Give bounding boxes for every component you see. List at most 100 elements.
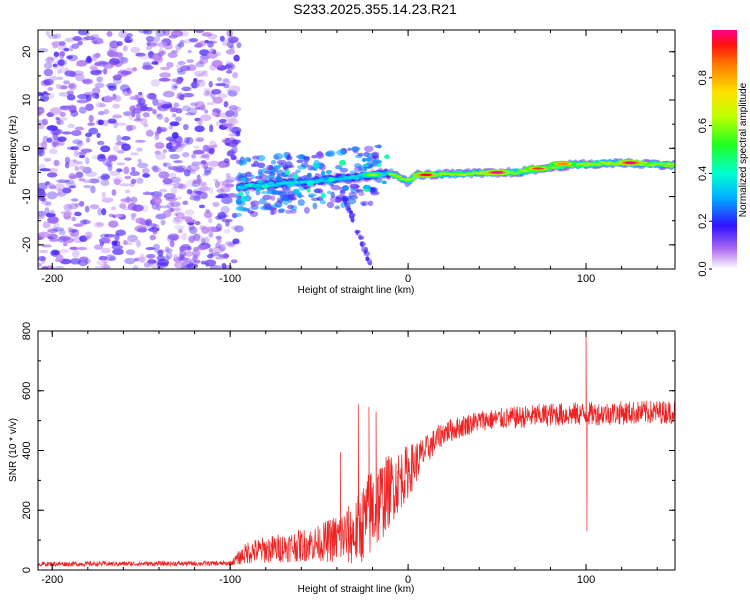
noise-speckle	[90, 185, 96, 194]
noise-speckle	[112, 114, 123, 119]
noise-speckle	[168, 148, 177, 153]
noise-speckle	[209, 124, 214, 133]
noise-speckle	[221, 39, 229, 47]
noise-speckle	[78, 106, 87, 114]
noise-speckle	[119, 203, 127, 209]
noise-speckle	[197, 244, 208, 251]
noise-speckle	[182, 151, 190, 158]
noise-speckle	[193, 70, 204, 77]
noise-speckle	[122, 111, 132, 117]
noise-speckle	[96, 259, 107, 266]
noise-speckle	[162, 90, 175, 98]
transition-speckle	[234, 213, 243, 218]
noise-speckle	[228, 133, 237, 137]
noise-speckle	[171, 83, 178, 91]
noise-speckle	[45, 57, 55, 64]
noise-speckle	[46, 125, 58, 131]
noise-speckle	[173, 102, 180, 108]
noise-speckle	[38, 107, 45, 115]
noise-speckle	[57, 59, 65, 66]
noise-speckle	[74, 144, 82, 150]
noise-speckle	[225, 193, 237, 198]
noise-speckle	[106, 31, 113, 37]
noise-speckle	[160, 66, 171, 71]
noise-speckle	[195, 61, 205, 68]
noise-speckle	[217, 211, 227, 220]
spectrogram-ytick-label: 10	[21, 94, 33, 106]
noise-speckle	[113, 144, 120, 152]
noise-speckle	[206, 226, 216, 233]
noise-speckle	[225, 70, 233, 74]
noise-speckle	[229, 85, 241, 93]
noise-speckle	[180, 243, 191, 249]
noise-speckle	[142, 112, 150, 118]
transition-speckle	[295, 169, 302, 174]
noise-speckle	[109, 40, 120, 49]
noise-speckle	[228, 118, 239, 125]
noise-speckle	[107, 155, 118, 162]
noise-speckle	[103, 265, 111, 269]
noise-speckle	[147, 92, 157, 100]
noise-speckle	[227, 192, 238, 198]
snr-xtick-label: -100	[219, 574, 241, 586]
noise-speckle	[184, 112, 197, 116]
noise-speckle	[214, 180, 220, 189]
snr-panel: -200 -100 0 100 0 200 400 600 800 Height of stra…	[8, 322, 676, 595]
noise-speckle	[77, 246, 88, 251]
noise-speckle	[66, 90, 74, 96]
noise-speckle	[225, 176, 236, 183]
transition-speckle	[268, 164, 274, 171]
noise-speckle	[168, 125, 174, 130]
noise-speckle	[100, 145, 111, 153]
noise-speckle	[74, 165, 80, 172]
noise-speckle	[135, 217, 146, 224]
noise-speckle	[222, 122, 232, 127]
noise-speckle	[59, 105, 72, 110]
noise-speckle	[208, 80, 213, 88]
noise-speckle	[194, 221, 201, 226]
noise-speckle	[221, 218, 233, 223]
transition-speckle	[256, 154, 266, 162]
noise-speckle	[55, 83, 62, 90]
noise-speckle	[49, 209, 55, 215]
noise-speckle	[104, 233, 115, 238]
snr-ylabel: SNR (10 * v/v)	[8, 418, 19, 482]
transition-speckle	[270, 195, 276, 201]
transition-speckle	[273, 153, 284, 160]
transition-speckle	[311, 154, 317, 159]
noise-speckle	[231, 225, 239, 231]
noise-speckle	[159, 72, 171, 78]
noise-speckle	[161, 128, 166, 132]
noise-speckle	[223, 100, 229, 108]
noise-speckle	[55, 254, 64, 262]
noise-speckle	[116, 162, 126, 166]
transition-speckle	[330, 184, 341, 191]
noise-speckle	[76, 161, 84, 165]
noise-speckle	[169, 240, 175, 248]
noise-speckle	[201, 70, 208, 75]
ridge-band	[268, 181, 275, 185]
noise-speckle	[219, 35, 225, 42]
noise-speckle	[195, 30, 204, 34]
noise-speckle	[57, 76, 64, 80]
branch-speckle	[339, 190, 346, 196]
noise-speckle	[154, 56, 163, 62]
hotspot-core	[624, 161, 637, 164]
noise-speckle	[232, 106, 242, 112]
noise-speckle	[200, 114, 212, 122]
noise-speckle	[89, 204, 100, 210]
noise-speckle	[173, 182, 184, 189]
spectrogram-ytick-label: 0	[21, 145, 33, 151]
noise-speckle	[179, 39, 185, 45]
noise-speckle	[152, 98, 159, 106]
noise-speckle	[203, 169, 212, 176]
ridge-band	[663, 165, 670, 168]
transition-speckle	[336, 149, 346, 156]
transition-speckle	[370, 191, 380, 196]
noise-speckle	[198, 204, 206, 209]
noise-speckle	[177, 228, 183, 234]
noise-speckle	[40, 200, 53, 205]
transition-speckle	[276, 159, 287, 165]
